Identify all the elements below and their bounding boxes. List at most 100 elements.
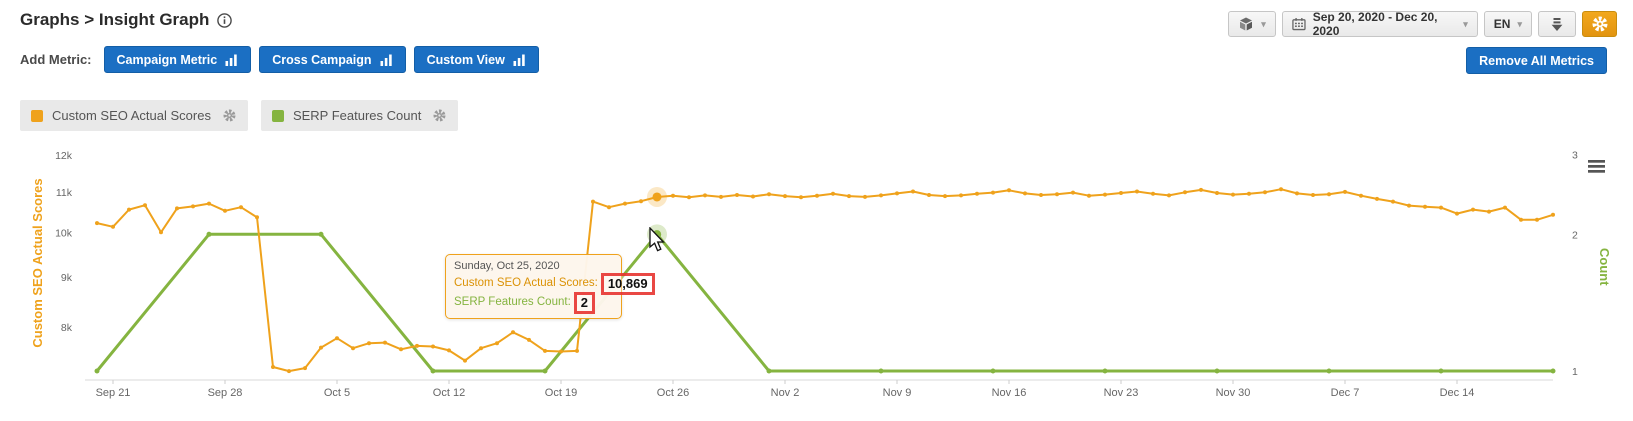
data-point[interactable] (1311, 193, 1315, 197)
data-point[interactable] (511, 330, 515, 335)
data-point[interactable] (527, 337, 531, 342)
data-point[interactable] (1519, 217, 1523, 222)
data-point[interactable] (287, 369, 291, 374)
data-point[interactable] (1359, 193, 1363, 198)
language-dropdown[interactable]: EN ▾ (1483, 11, 1532, 37)
data-point[interactable] (303, 366, 307, 371)
data-point[interactable] (751, 194, 755, 199)
data-point[interactable] (607, 205, 611, 210)
package-dropdown[interactable]: ▾ (1228, 11, 1276, 37)
data-point[interactable] (1279, 187, 1283, 192)
data-point[interactable] (479, 346, 483, 351)
data-point[interactable] (542, 368, 548, 374)
data-point[interactable] (239, 205, 243, 210)
data-point[interactable] (319, 345, 323, 350)
data-point[interactable] (367, 341, 371, 346)
data-point[interactable] (1343, 189, 1347, 194)
data-point[interactable] (95, 221, 99, 226)
data-point[interactable] (911, 189, 915, 194)
data-point[interactable] (1023, 191, 1027, 196)
settings-button[interactable] (1582, 11, 1617, 37)
data-point[interactable] (575, 348, 579, 353)
data-point[interactable] (559, 349, 563, 354)
data-point[interactable] (815, 193, 819, 198)
data-point[interactable] (1167, 193, 1171, 198)
data-point[interactable] (1471, 207, 1475, 212)
data-point[interactable] (1039, 193, 1043, 197)
data-point[interactable] (831, 191, 835, 196)
data-point[interactable] (1295, 191, 1299, 196)
chart-menu-icon[interactable] (1588, 160, 1605, 173)
data-point[interactable] (1438, 368, 1444, 374)
data-point[interactable] (207, 201, 211, 206)
download-button[interactable] (1538, 11, 1576, 37)
data-point[interactable] (687, 195, 691, 200)
data-point[interactable] (799, 195, 803, 200)
data-point[interactable] (223, 208, 227, 213)
gear-icon[interactable] (432, 108, 447, 123)
data-point[interactable] (94, 368, 100, 374)
data-point[interactable] (175, 206, 179, 211)
data-point[interactable] (1375, 196, 1379, 201)
data-point[interactable] (206, 231, 212, 237)
data-point[interactable] (1327, 192, 1331, 197)
data-point[interactable] (430, 368, 436, 374)
series-line[interactable] (95, 232, 1555, 373)
data-point[interactable] (783, 194, 787, 199)
data-point[interactable] (639, 199, 643, 204)
data-point[interactable] (1439, 205, 1443, 210)
data-point[interactable] (1102, 368, 1108, 374)
data-point[interactable] (1199, 187, 1203, 192)
data-point[interactable] (959, 193, 963, 198)
data-point[interactable] (1103, 192, 1107, 197)
data-point[interactable] (1071, 190, 1075, 195)
data-point[interactable] (735, 193, 739, 197)
data-point[interactable] (1550, 368, 1556, 374)
data-point[interactable] (447, 348, 451, 353)
data-point[interactable] (879, 193, 883, 198)
metric-chip-serp-features-count[interactable]: SERP Features Count (260, 100, 459, 131)
data-point[interactable] (1087, 193, 1091, 198)
data-point[interactable] (415, 343, 419, 348)
gear-icon[interactable] (222, 108, 237, 123)
orange-series[interactable] (95, 187, 1555, 374)
data-point[interactable] (591, 199, 595, 204)
data-point[interactable] (1183, 190, 1187, 195)
data-point[interactable] (318, 231, 324, 237)
data-point[interactable] (1231, 192, 1235, 197)
data-point[interactable] (495, 341, 499, 346)
data-point[interactable] (351, 346, 355, 351)
data-point[interactable] (847, 194, 851, 199)
data-point[interactable] (127, 207, 131, 212)
data-point[interactable] (1535, 217, 1539, 222)
data-point[interactable] (767, 192, 771, 197)
data-point[interactable] (1151, 191, 1155, 196)
data-point[interactable] (1407, 203, 1411, 208)
green-series[interactable] (94, 231, 1556, 374)
data-point[interactable] (1263, 190, 1267, 195)
data-point[interactable] (943, 194, 947, 199)
data-point[interactable] (863, 194, 867, 199)
info-icon[interactable] (216, 12, 233, 29)
data-point[interactable] (766, 368, 772, 374)
data-point[interactable] (271, 365, 275, 369)
data-point[interactable] (1055, 192, 1059, 197)
data-point[interactable] (1247, 191, 1251, 196)
data-point[interactable] (1455, 211, 1459, 216)
data-point[interactable] (255, 215, 259, 220)
data-point[interactable] (1391, 199, 1395, 204)
date-range-picker[interactable]: Sep 20, 2020 - Dec 20, 2020 ▾ (1281, 10, 1478, 38)
add-metric-custom-view-button[interactable]: Custom View (413, 46, 539, 73)
data-point[interactable] (1214, 368, 1220, 374)
data-point[interactable] (1487, 209, 1491, 214)
data-point[interactable] (991, 190, 995, 195)
data-point[interactable] (143, 203, 147, 208)
data-point[interactable] (111, 224, 115, 229)
data-point[interactable] (1215, 191, 1219, 195)
data-point[interactable] (463, 358, 467, 363)
data-point[interactable] (671, 193, 675, 198)
data-point[interactable] (1007, 188, 1011, 193)
data-point[interactable] (703, 193, 707, 198)
data-point[interactable] (543, 348, 547, 353)
data-point[interactable] (1326, 368, 1332, 374)
